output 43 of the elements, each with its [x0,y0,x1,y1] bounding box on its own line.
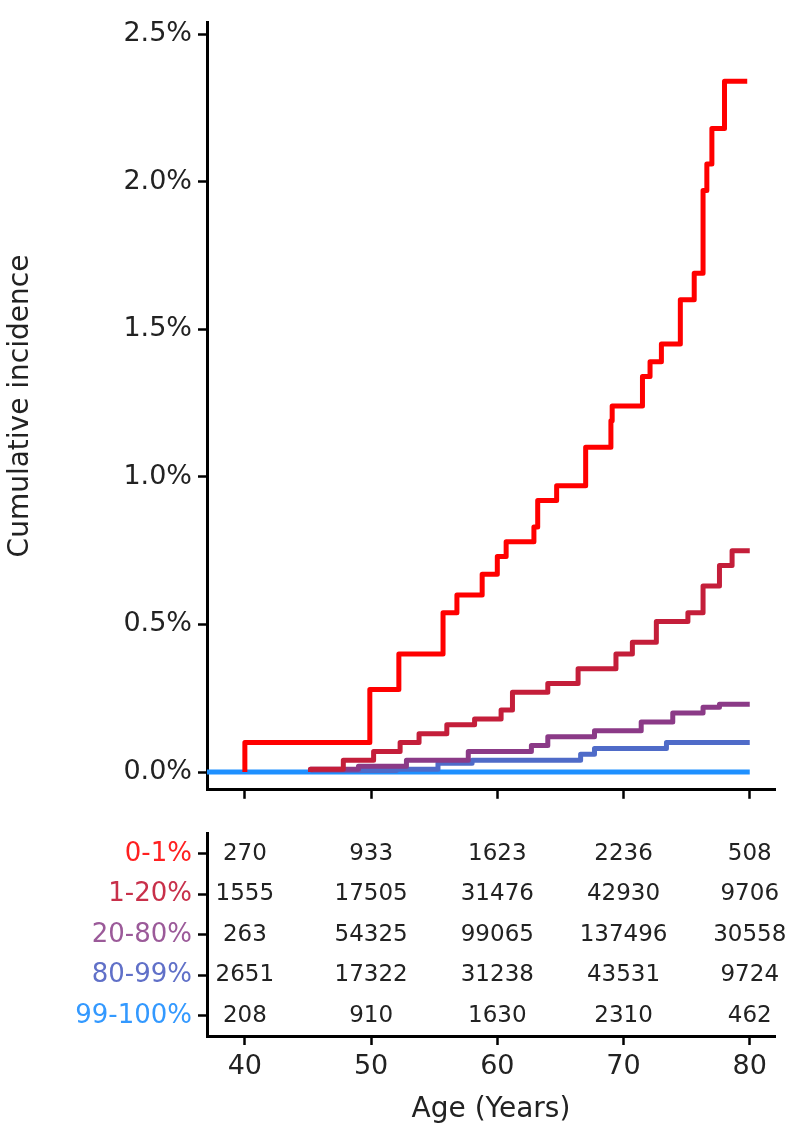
y-tick-label: 0.5% [123,606,192,638]
x-tick-label: 70 [606,1049,641,1081]
data-label: 2236 [594,838,653,865]
data-label: 508 [727,838,772,865]
x-tick-label: 80 [732,1049,767,1081]
data-label: 1623 [468,838,527,865]
y-tick-label: 2.0% [123,163,192,195]
data-label: 17505 [334,879,408,906]
y-tick-label: 2.5% [123,16,192,48]
data-label: 462 [727,1000,772,1027]
data-label: 208 [222,1000,267,1027]
data-label: 42930 [586,879,661,906]
data-label: 17322 [334,960,408,987]
x-axis-title: Age (Years) [411,1091,571,1125]
data-label: 1555 [215,879,275,906]
data-label: 2310 [594,1000,653,1027]
data-label: 1630 [468,1000,527,1027]
y-axis-title: Cumulative incidence [2,254,36,558]
data-label: 30558 [713,919,787,946]
y-tick-label: 1.0% [123,458,192,490]
data-label: 9724 [720,960,780,987]
data-label: 933 [349,838,394,865]
x-tick-label: 50 [353,1049,389,1081]
y-tick-label: 0.0% [123,754,192,786]
data-label: 43531 [586,960,661,987]
data-label: 137496 [579,919,668,946]
x-tick-label: 60 [480,1049,515,1081]
data-label: 54325 [334,919,408,946]
data-label: 263 [222,919,267,946]
data-label: 2651 [215,960,275,987]
y-tick-label: 0-1% [124,836,192,867]
data-label: 910 [349,1000,394,1027]
data-label: 9706 [720,879,780,906]
y-tick-label: 20-80% [91,917,192,948]
data-label: 99065 [460,919,534,946]
data-label: 31476 [460,879,534,906]
data-label: 270 [222,838,267,865]
y-tick-label: 99-100% [75,998,192,1029]
data-label: 31238 [460,960,534,987]
y-tick-label: 80-99% [91,958,192,989]
y-tick-label: 1.5% [123,311,192,343]
x-tick-label: 40 [227,1049,263,1081]
y-tick-label: 1-20% [108,877,192,908]
